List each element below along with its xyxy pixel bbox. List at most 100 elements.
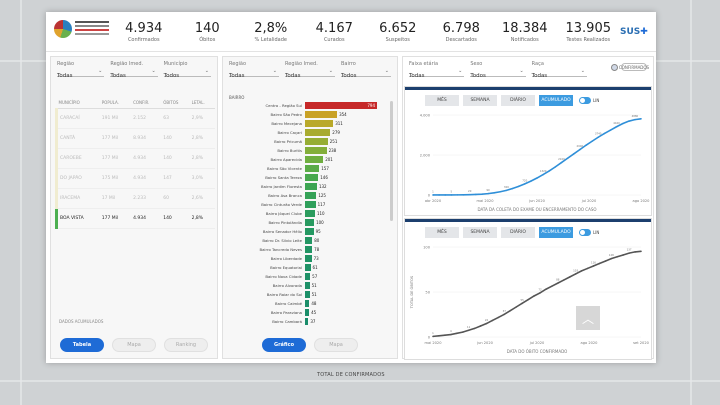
table-cell: 60: [161, 188, 190, 209]
bar-row[interactable]: Bairro Aparecida 201: [229, 155, 389, 164]
chevron-down-icon: ⌄: [580, 68, 585, 74]
column-header[interactable]: CONFIR.: [131, 97, 162, 109]
data-label: 5: [451, 189, 453, 193]
data-point: [586, 267, 589, 270]
bar-row[interactable]: Bairro Caçari 279: [229, 128, 389, 137]
bar-value: 45: [311, 310, 317, 315]
ranking-button[interactable]: Ranking: [164, 338, 208, 352]
bar-row[interactable]: Bairro Asa Branca 125: [229, 191, 389, 200]
bar-row[interactable]: Bairro Pintolândia 100: [229, 218, 389, 227]
chevron-down-icon: ⌄: [328, 68, 333, 74]
chevron-down-icon: ⌄: [272, 68, 277, 74]
bar-track: 45: [305, 309, 389, 316]
bar-row[interactable]: Bairro Pricumã 251: [229, 137, 389, 146]
bar-row[interactable]: Bairro São Pedro 354: [229, 110, 389, 119]
table-row[interactable]: BOA VISTA 177 Mil 4.934 140 2,8%: [54, 208, 215, 229]
bairro-chart-title: BAIRRO: [229, 95, 245, 100]
bar-label: Bairro Mecejana: [271, 121, 302, 126]
bar-row[interactable]: Bairro Paraviana 45: [229, 308, 389, 317]
confirmados-radio[interactable]: CONFIRMADOS: [611, 63, 649, 71]
bar-row[interactable]: Bairro Nova Cidade 57: [229, 272, 389, 281]
bar-row[interactable]: Bairro Liberdade 73: [229, 254, 389, 263]
bar-row[interactable]: Centro - Região Sul 794: [229, 101, 389, 110]
table-row[interactable]: CARACAÍ 191 Mil 2.152 63 2,9%: [54, 108, 215, 129]
chevron-down-icon: ⌄: [151, 68, 156, 74]
bar-row[interactable]: Bairro Senador Hélio 95: [229, 227, 389, 236]
tab-acumulado[interactable]: ACUMULADO: [539, 227, 573, 238]
filter-raca[interactable]: Raça Todas ⌄: [531, 61, 587, 79]
kpi-confirmados: 4.934 Confirmados: [125, 20, 163, 43]
bar: [305, 120, 334, 127]
data-point: [560, 161, 563, 164]
filter-faixa-etaria[interactable]: Faixa etária Todas ⌄: [409, 61, 465, 79]
data-point: [475, 193, 477, 196]
bar-row[interactable]: Bairro Alvorada 51: [229, 281, 389, 290]
table-cell: 2.152: [131, 108, 162, 129]
column-header[interactable]: POPULA.: [99, 97, 132, 109]
bar-row[interactable]: Bairro Mecejana 311: [229, 119, 389, 128]
bar-chart-scrollbar[interactable]: [390, 101, 393, 221]
data-point: [585, 144, 587, 147]
column-header[interactable]: MUNICÍPIO: [56, 97, 100, 109]
bar-row[interactable]: Bairro Caimbé 48: [229, 299, 389, 308]
filter-sexo[interactable]: Sexo Todos ⌄: [470, 61, 526, 79]
bar-label: Bairro Jardim Floresta: [261, 184, 302, 189]
filter-regiao[interactable]: Região Todas ⌄: [229, 61, 279, 79]
right-filters: Faixa etária Todas ⌄ Sexo Todos ⌄ Raça Todas ⌄: [403, 57, 593, 81]
bar-row[interactable]: Bairro Santa Tereza 146: [229, 173, 389, 182]
bar-label: Bairro Raiar do Sol: [266, 292, 302, 297]
scroll-to-top-button[interactable]: ︿: [576, 306, 600, 330]
data-label: 4: [450, 329, 452, 333]
bar-value: 311: [335, 121, 343, 126]
filter-regiao[interactable]: Região Todas ⌄: [57, 61, 105, 79]
bar-row[interactable]: Bairro São Vicente 157: [229, 164, 389, 173]
tab-diario[interactable]: DIÁRIO: [501, 227, 535, 238]
filter-municipio[interactable]: Município Todos ⌄: [163, 61, 211, 79]
filter-bairro[interactable]: Bairro Todos ⌄: [341, 61, 391, 79]
bar-row[interactable]: Bairro Tancredo Neves 78: [229, 245, 389, 254]
tab-mes[interactable]: MÊS: [425, 95, 459, 106]
bar-track: 73: [305, 255, 389, 262]
grafico-button[interactable]: Gráfico: [262, 338, 306, 352]
bar-row[interactable]: Bairro Cambará 37: [229, 317, 389, 326]
lin-toggle[interactable]: LIN: [579, 95, 599, 106]
data-point: [444, 194, 447, 196]
data-point: [591, 140, 593, 143]
bar-row[interactable]: Bairro Jóquei Clube 110: [229, 209, 389, 218]
mapa-button[interactable]: Mapa: [112, 338, 156, 352]
bar-row[interactable]: Bairro Dr. Silvio Leite 80: [229, 236, 389, 245]
tab-semana[interactable]: SEMANA: [463, 95, 497, 106]
mapa-button[interactable]: Mapa: [314, 338, 358, 352]
tab-diario[interactable]: DIÁRIO: [501, 95, 535, 106]
column-header[interactable]: ÓBITOS: [161, 97, 190, 109]
tab-semana[interactable]: SEMANA: [463, 227, 497, 238]
filter-regiao-imed[interactable]: Região Imed. Todas ⌄: [285, 61, 335, 79]
table-row[interactable]: CAROEBE 177 Mil 4.934 140 2,8%: [54, 148, 215, 169]
tab-acumulado[interactable]: ACUMULADO: [539, 95, 573, 106]
x-axis-title: DATA DA COLETA DO EXAME OU ENCERRAMENTO …: [477, 207, 596, 212]
bar-row[interactable]: Bairro Raiar do Sol 51: [229, 290, 389, 299]
data-point: [640, 250, 642, 253]
bar-track: 132: [305, 183, 389, 190]
data-point: [455, 332, 458, 335]
filter-regiao-imed[interactable]: Região Imed. Todas ⌄: [110, 61, 158, 79]
data-point: [598, 262, 601, 265]
tabela-button[interactable]: Tabela: [60, 338, 104, 352]
bar-label: Bairro Cambará: [272, 319, 302, 324]
bar-row[interactable]: Bairro Jardim Floresta 132: [229, 182, 389, 191]
bar-row[interactable]: Bairro Equatorial 61: [229, 263, 389, 272]
column-header[interactable]: LETAL.: [189, 97, 215, 109]
table-row[interactable]: CANTÁ 177 Mil 8.934 140 2,8%: [54, 128, 215, 149]
bar-value: 201: [325, 157, 333, 162]
lin-toggle[interactable]: LIN: [579, 227, 599, 238]
bar-row[interactable]: Bairro Cinturão Verde 117: [229, 200, 389, 209]
bar: [305, 156, 324, 163]
data-point: [517, 185, 520, 188]
table-row[interactable]: DO JAPÃO 175 Mil 4.934 147 3,0%: [54, 168, 215, 189]
table-cell: CANTÁ: [54, 128, 100, 149]
chevron-down-icon: ⌄: [519, 68, 524, 74]
tab-mes[interactable]: MÊS: [425, 227, 459, 238]
bar-row[interactable]: Bairro Buritis 238: [229, 146, 389, 155]
table-row[interactable]: IRACEMA 17 Mil 2.233 60 2,6%: [54, 188, 215, 209]
